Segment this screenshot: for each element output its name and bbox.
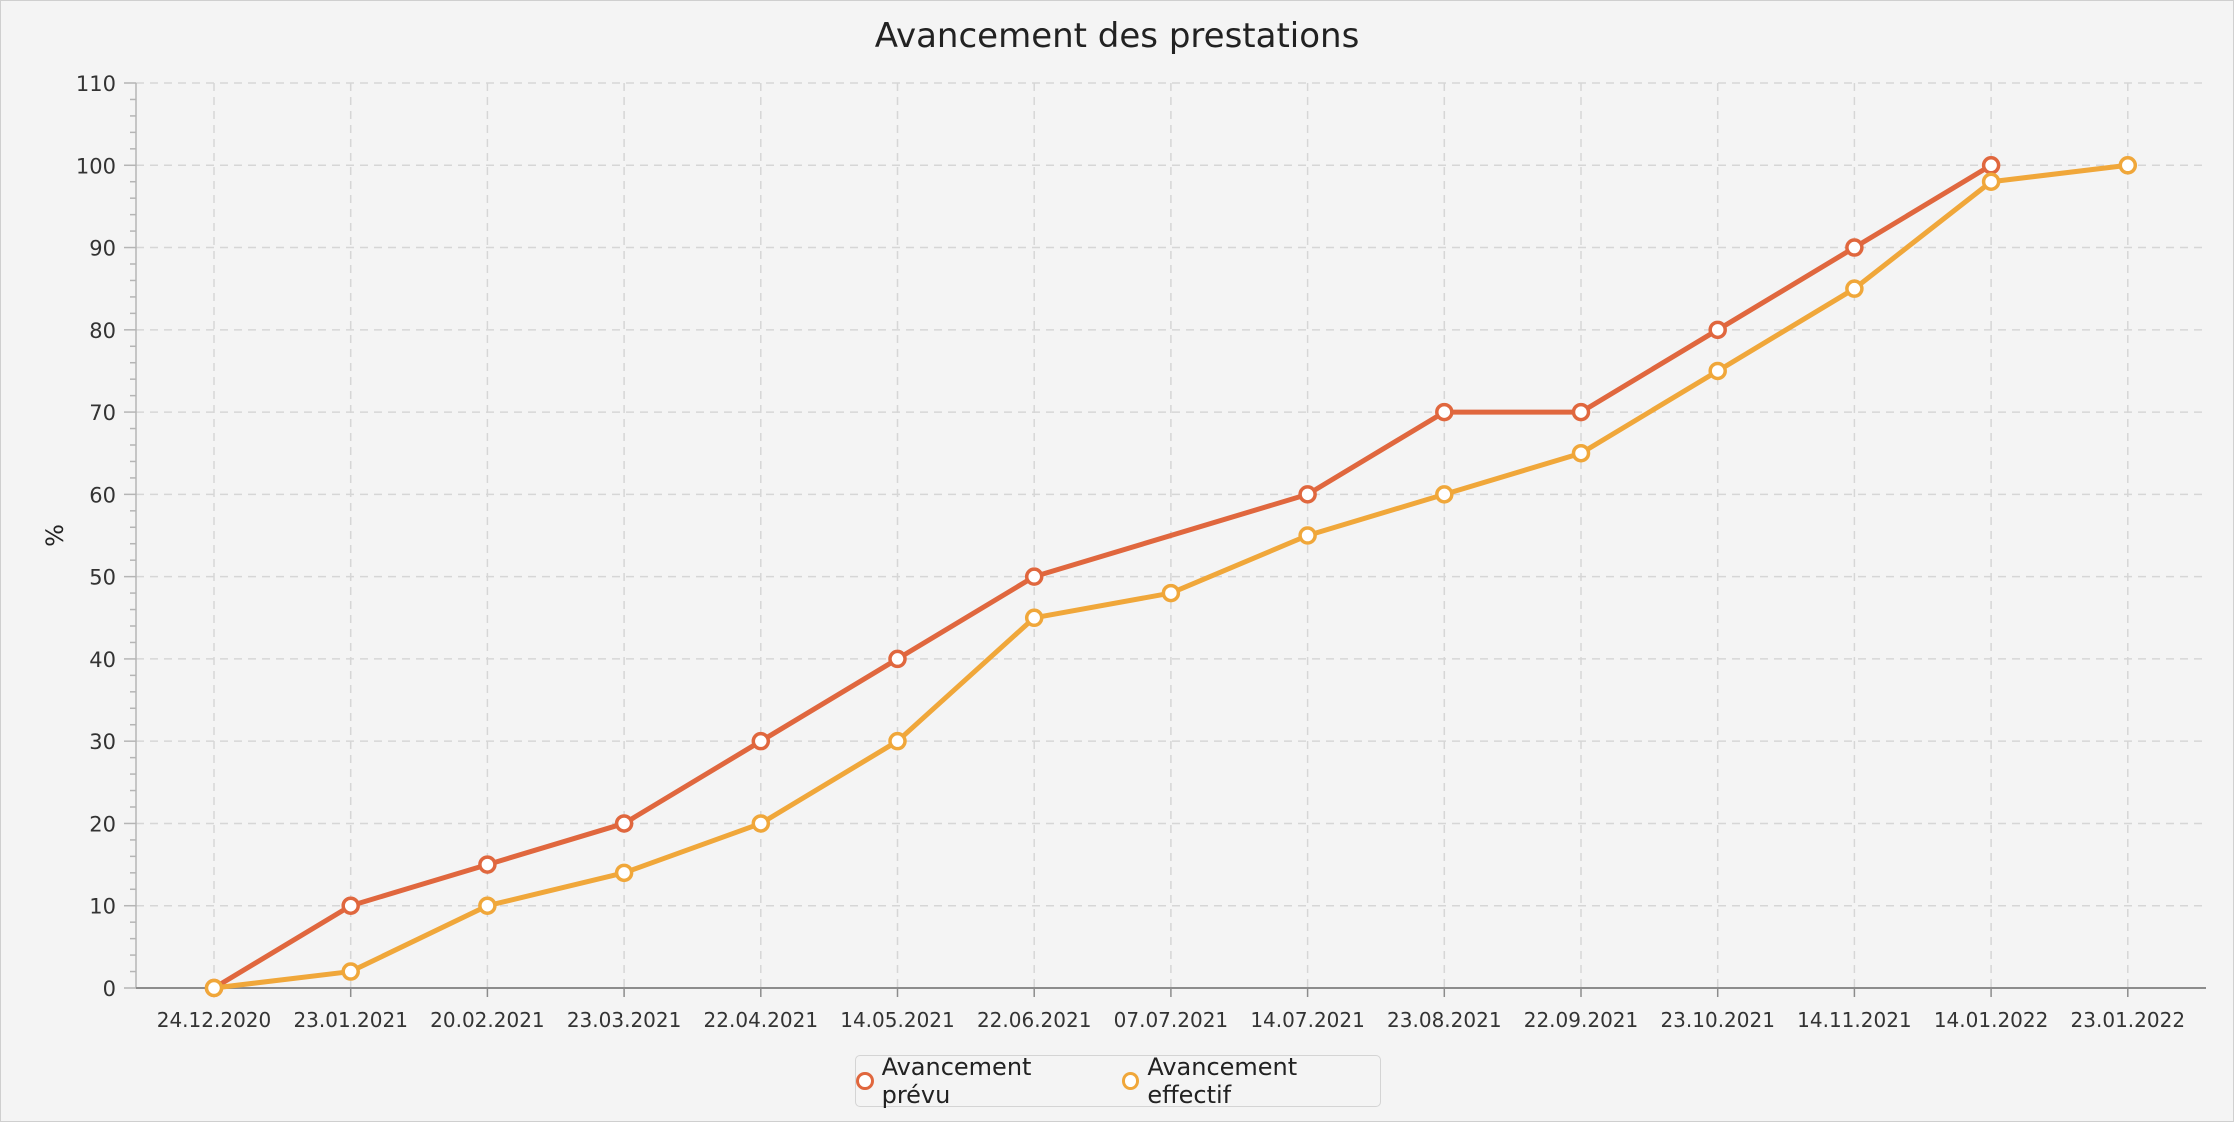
y-tick-label: 90 bbox=[89, 237, 116, 261]
data-point-1 bbox=[1024, 608, 1044, 628]
data-point-0 bbox=[1981, 156, 2001, 175]
data-point-0 bbox=[1024, 567, 1044, 586]
data-point-0 bbox=[1435, 402, 1454, 422]
legend-label-planned: Avancement prévu bbox=[881, 1053, 1032, 1109]
data-point-1 bbox=[1571, 443, 1591, 463]
data-point-0 bbox=[341, 896, 360, 915]
y-tick-label: 110 bbox=[76, 72, 116, 96]
y-tick-label: 30 bbox=[89, 730, 116, 754]
data-point-1 bbox=[204, 978, 224, 998]
chart-legend: Avancement prévu Avancement effectif bbox=[855, 1053, 1381, 1109]
data-point-1 bbox=[478, 896, 497, 915]
x-tick-label: 22.06.2021 bbox=[977, 1008, 1092, 1032]
x-tick-label: 23.01.2022 bbox=[2071, 1008, 2186, 1032]
x-tick-label: 23.01.2021 bbox=[293, 1008, 408, 1032]
data-point-1 bbox=[1298, 526, 1317, 545]
data-point-1 bbox=[751, 814, 771, 833]
legend-item-planned: Avancement prévu bbox=[856, 1053, 1100, 1109]
data-point-0 bbox=[1298, 485, 1317, 504]
x-tick-label: 07.07.2021 bbox=[1114, 1008, 1229, 1032]
data-point-0 bbox=[1571, 402, 1591, 422]
data-point-0 bbox=[751, 731, 771, 751]
data-point-1 bbox=[1161, 583, 1181, 603]
x-tick-label: 14.01.2022 bbox=[1934, 1008, 2049, 1032]
data-point-1 bbox=[341, 962, 360, 981]
x-tick-label: 22.09.2021 bbox=[1524, 1008, 1639, 1032]
y-tick-label: 80 bbox=[89, 319, 116, 343]
data-point-1 bbox=[888, 731, 907, 751]
y-tick-label: 0 bbox=[103, 977, 116, 1001]
data-point-0 bbox=[1708, 320, 1727, 340]
legend-marker-actual bbox=[1121, 1072, 1140, 1090]
data-point-1 bbox=[2118, 156, 2138, 175]
x-tick-label: 14.11.2021 bbox=[1797, 1008, 1912, 1032]
data-point-0 bbox=[1845, 238, 1864, 257]
line-chart: 0 10 20 30 40 50 60 70 80 90 100 110 24.12.2020 23.01… bbox=[41, 72, 2206, 1032]
data-point-1 bbox=[614, 863, 634, 883]
chart-title: Avancement des prestations bbox=[874, 16, 1360, 56]
x-tick-label: 23.10.2021 bbox=[1660, 1008, 1775, 1032]
data-point-1 bbox=[1435, 485, 1454, 504]
y-tick-label: 100 bbox=[76, 154, 116, 178]
legend-item-actual: Avancement effectif bbox=[1121, 1053, 1380, 1109]
y-tick-label: 20 bbox=[89, 812, 116, 836]
data-point-0 bbox=[478, 855, 497, 874]
data-point-0 bbox=[614, 814, 634, 833]
x-tick-label: 24.12.2020 bbox=[157, 1008, 272, 1032]
x-tick-label: 22.04.2021 bbox=[704, 1008, 819, 1032]
x-tick-label: 23.03.2021 bbox=[567, 1008, 682, 1032]
data-point-1 bbox=[1981, 172, 2001, 191]
legend-marker-planned bbox=[856, 1072, 874, 1090]
y-tick-label: 60 bbox=[89, 483, 116, 507]
x-tick-label: 23.08.2021 bbox=[1387, 1008, 1502, 1032]
y-tick-label: 40 bbox=[89, 648, 116, 672]
y-tick-label: 10 bbox=[89, 895, 116, 919]
data-point-1 bbox=[1708, 361, 1727, 381]
x-tick-label: 14.07.2021 bbox=[1250, 1008, 1365, 1032]
y-tick-label: 50 bbox=[89, 566, 116, 590]
y-axis-label: % bbox=[41, 524, 69, 547]
data-point-1 bbox=[1845, 279, 1864, 298]
x-tick-label: 14.05.2021 bbox=[840, 1008, 955, 1032]
legend-label-actual: Avancement effectif bbox=[1147, 1053, 1298, 1109]
y-tick-label: 70 bbox=[89, 401, 116, 425]
data-point-0 bbox=[888, 649, 907, 669]
x-tick-label: 20.02.2021 bbox=[430, 1008, 545, 1032]
